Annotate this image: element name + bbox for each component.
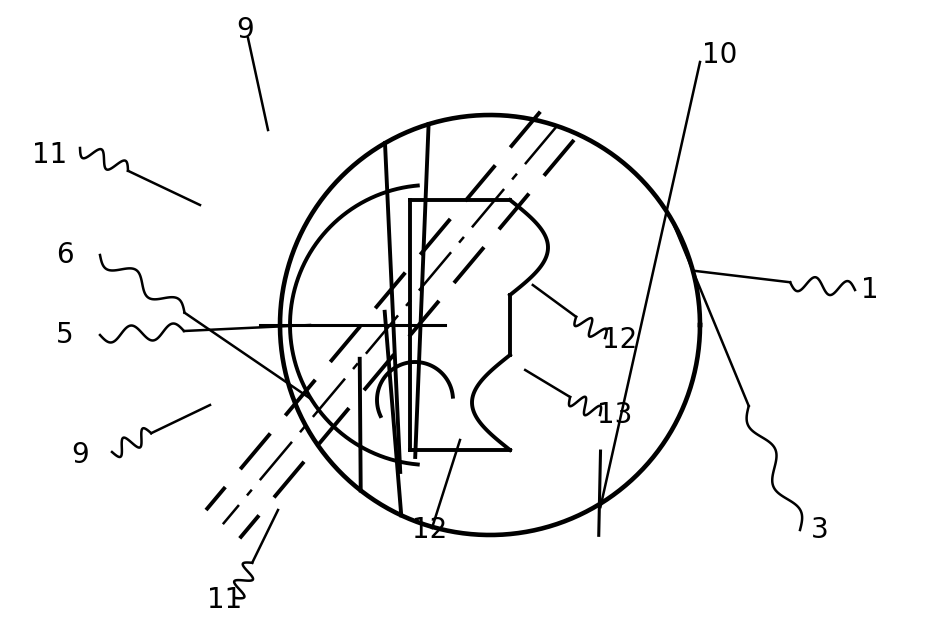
Text: 13: 13	[597, 401, 632, 429]
Text: 12: 12	[603, 326, 638, 354]
Text: 5: 5	[56, 321, 74, 349]
Text: 10: 10	[702, 41, 738, 69]
Text: 12: 12	[412, 516, 447, 544]
Text: 11: 11	[32, 141, 68, 169]
Text: 1: 1	[861, 276, 879, 304]
Text: 6: 6	[56, 241, 74, 269]
Text: 9: 9	[71, 441, 89, 469]
Text: 11: 11	[207, 586, 243, 614]
Text: 3: 3	[811, 516, 829, 544]
Text: 9: 9	[236, 16, 254, 44]
